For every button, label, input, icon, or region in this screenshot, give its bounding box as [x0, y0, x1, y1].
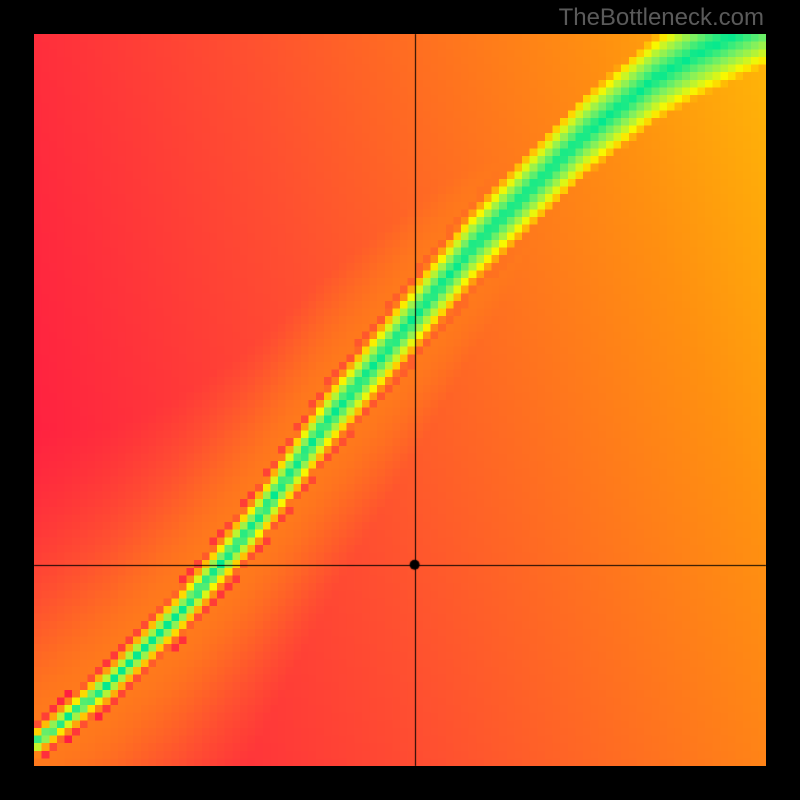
chart-container: TheBottleneck.com: [0, 0, 800, 800]
watermark-text: TheBottleneck.com: [559, 4, 764, 32]
bottleneck-heatmap: [34, 34, 766, 766]
